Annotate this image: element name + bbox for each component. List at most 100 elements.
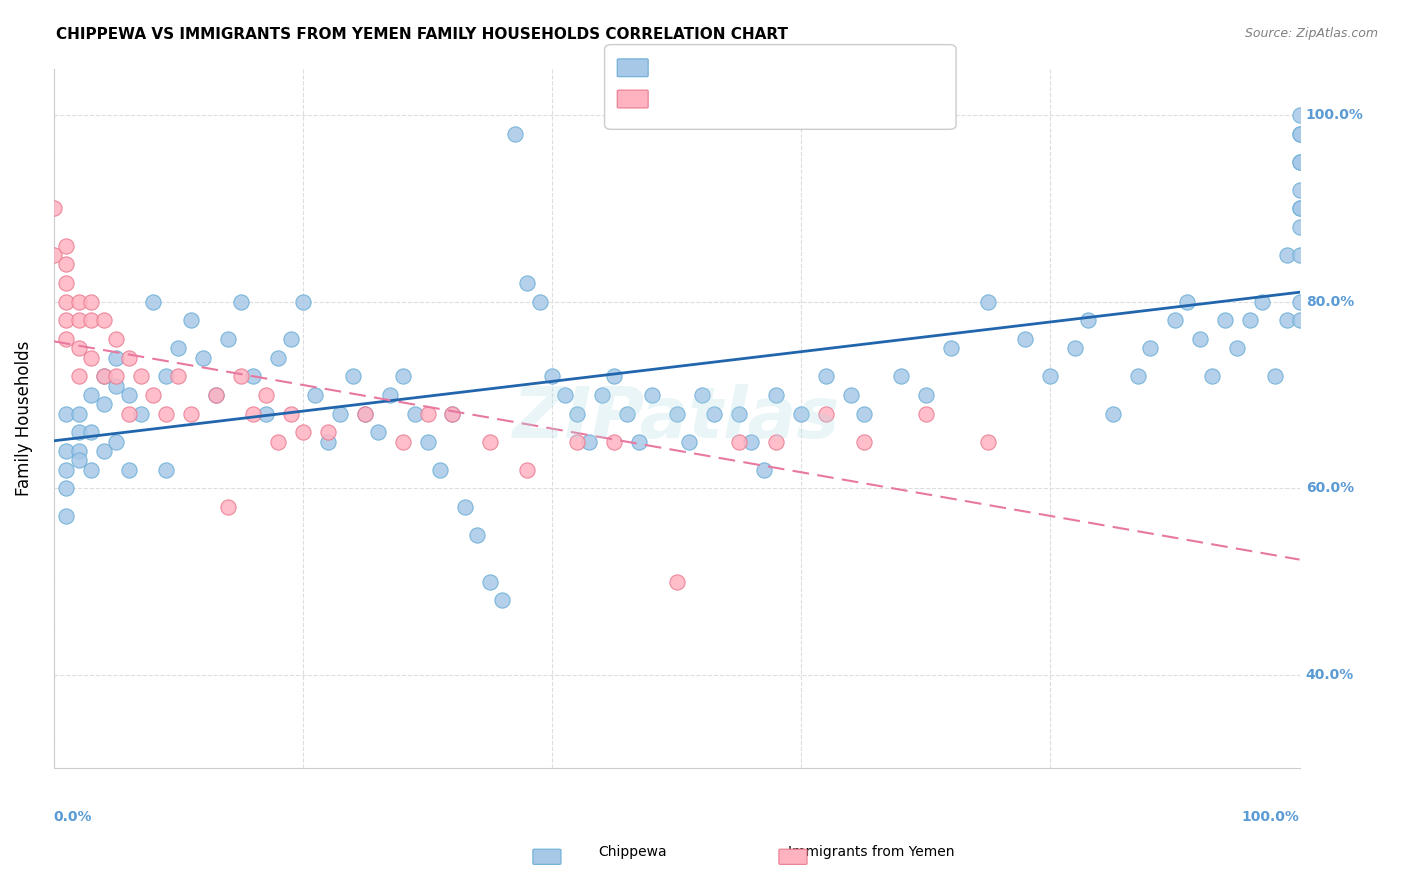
Point <box>316 434 339 449</box>
Point <box>204 388 226 402</box>
Text: R =: R = <box>654 92 688 106</box>
Point <box>815 407 838 421</box>
Point <box>93 369 115 384</box>
Text: 109: 109 <box>803 61 835 75</box>
Point <box>254 388 277 402</box>
Point <box>1126 369 1149 384</box>
Point <box>578 434 600 449</box>
Point <box>890 369 912 384</box>
Point <box>55 407 77 421</box>
Point <box>765 388 787 402</box>
Text: Source: ZipAtlas.com: Source: ZipAtlas.com <box>1244 27 1378 40</box>
Point <box>80 313 103 327</box>
Point <box>267 351 290 365</box>
Point <box>55 313 77 327</box>
Point <box>541 369 564 384</box>
Text: ZIPatlas: ZIPatlas <box>513 384 841 453</box>
Point <box>42 248 65 262</box>
Point <box>167 342 190 356</box>
Point <box>80 294 103 309</box>
Point <box>1077 313 1099 327</box>
Point <box>105 434 128 449</box>
Point <box>117 407 139 421</box>
Point <box>105 332 128 346</box>
Point <box>554 388 576 402</box>
Point <box>441 407 464 421</box>
Point <box>1275 313 1298 327</box>
Point <box>117 463 139 477</box>
Point <box>977 434 1000 449</box>
Point <box>665 574 688 589</box>
Point <box>628 434 651 449</box>
Point <box>591 388 613 402</box>
Point <box>117 388 139 402</box>
Point <box>815 369 838 384</box>
Point <box>728 407 751 421</box>
Point <box>254 407 277 421</box>
Text: -0.011: -0.011 <box>682 92 737 106</box>
Text: 0.0%: 0.0% <box>53 810 93 824</box>
Point <box>229 294 252 309</box>
Point <box>129 369 152 384</box>
Point <box>1213 313 1236 327</box>
Point <box>93 369 115 384</box>
Point <box>665 407 688 421</box>
Point <box>280 407 302 421</box>
Text: 100.0%: 100.0% <box>1241 810 1299 824</box>
Point <box>167 369 190 384</box>
Point <box>67 369 90 384</box>
Point <box>1139 342 1161 356</box>
Point <box>55 481 77 495</box>
Point <box>478 574 501 589</box>
Point <box>603 369 626 384</box>
Text: Chippewa: Chippewa <box>599 845 666 859</box>
Point <box>416 407 439 421</box>
Point <box>1064 342 1087 356</box>
Point <box>416 434 439 449</box>
Point <box>914 407 936 421</box>
Point <box>217 332 239 346</box>
Point <box>67 342 90 356</box>
Point <box>105 351 128 365</box>
Point <box>155 463 177 477</box>
Point <box>641 388 664 402</box>
Point <box>55 332 77 346</box>
Point <box>1251 294 1274 309</box>
Point <box>193 351 215 365</box>
Point <box>267 434 290 449</box>
Point <box>80 388 103 402</box>
Point <box>852 434 875 449</box>
Point <box>1226 342 1249 356</box>
Point <box>1039 369 1062 384</box>
Point <box>1288 248 1310 262</box>
Y-axis label: Family Households: Family Households <box>15 341 32 496</box>
Text: 80.0%: 80.0% <box>1306 294 1354 309</box>
Text: 100.0%: 100.0% <box>1306 108 1364 122</box>
Point <box>204 388 226 402</box>
Text: N =: N = <box>773 92 807 106</box>
Point <box>155 407 177 421</box>
Point <box>291 425 314 440</box>
Point <box>516 276 538 290</box>
Point <box>242 369 264 384</box>
Point <box>616 407 638 421</box>
Point <box>380 388 402 402</box>
Point <box>105 378 128 392</box>
Point <box>55 239 77 253</box>
Point <box>1177 294 1199 309</box>
Point <box>565 407 588 421</box>
Point <box>765 434 787 449</box>
Point <box>977 294 1000 309</box>
Point <box>740 434 762 449</box>
Text: R =: R = <box>654 61 688 75</box>
Point <box>93 313 115 327</box>
Point <box>1288 154 1310 169</box>
Point <box>516 463 538 477</box>
Point <box>467 528 489 542</box>
Point <box>839 388 862 402</box>
Point <box>1288 202 1310 216</box>
Point <box>155 369 177 384</box>
Point <box>55 257 77 271</box>
Text: CHIPPEWA VS IMMIGRANTS FROM YEMEN FAMILY HOUSEHOLDS CORRELATION CHART: CHIPPEWA VS IMMIGRANTS FROM YEMEN FAMILY… <box>56 27 789 42</box>
Point <box>67 425 90 440</box>
